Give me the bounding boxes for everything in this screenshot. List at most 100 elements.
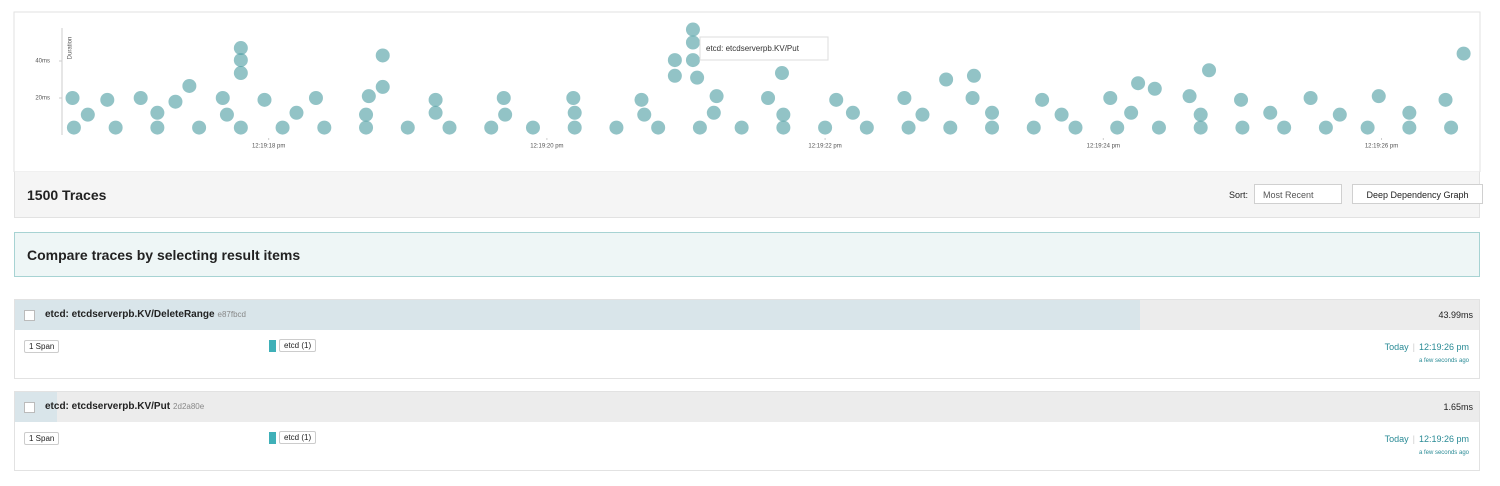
trace-point[interactable] [1193,107,1208,122]
checkbox[interactable] [24,402,35,413]
trace-point[interactable] [667,68,682,83]
trace-point[interactable] [1202,63,1217,78]
trace-point[interactable] [66,120,81,135]
trace-point[interactable] [233,53,248,68]
trace-point[interactable] [985,105,1000,120]
trace-point[interactable] [1371,89,1386,104]
trace-point[interactable] [829,92,844,107]
trace-point[interactable] [275,120,290,135]
trace-point[interactable] [985,120,1000,135]
trace-point[interactable] [1151,120,1166,135]
trace-point[interactable] [1402,105,1417,120]
trace-point[interactable] [80,107,95,122]
trace-point[interactable] [1124,105,1139,120]
trace-point[interactable] [428,105,443,120]
trace-point[interactable] [1235,120,1250,135]
trace-point[interactable] [359,107,374,122]
trace-point[interactable] [706,105,721,120]
trace-point[interactable] [774,66,789,81]
trace-point[interactable] [65,91,80,105]
trace-point[interactable] [845,105,860,120]
trace-point[interactable] [192,120,207,135]
trace-point[interactable] [317,120,332,135]
trace-point[interactable] [215,91,230,105]
trace-point[interactable] [100,92,115,107]
trace-point[interactable] [1054,107,1069,122]
trace-point[interactable] [609,120,624,135]
trace-title[interactable]: etcd: etcdserverpb.KV/DeleteRange e87fbcd [45,309,246,320]
checkbox[interactable] [24,310,35,321]
trace-point[interactable] [361,89,376,104]
trace-point[interactable] [1035,92,1050,107]
trace-point[interactable] [150,105,165,120]
trace-point[interactable] [359,120,374,135]
trace-point[interactable] [1277,120,1292,135]
trace-point[interactable] [776,107,791,122]
trace-point[interactable] [442,120,457,135]
trace-point[interactable] [761,91,776,105]
trace-point[interactable] [498,107,513,122]
trace-point[interactable] [496,91,511,105]
trace-point[interactable] [690,70,705,85]
trace-point[interactable] [1303,91,1318,105]
trace-point[interactable] [219,107,234,122]
trace-point[interactable] [776,120,791,135]
trace-point[interactable] [233,66,248,81]
trace-point[interactable] [1402,120,1417,135]
trace-point[interactable] [1068,120,1083,135]
trace-point[interactable] [1332,107,1347,122]
trace-point[interactable] [1103,91,1118,105]
trace-item[interactable]: etcd: etcdserverpb.KV/DeleteRange e87fbcd… [14,299,1480,379]
trace-point[interactable] [1193,120,1208,135]
trace-point[interactable] [1182,89,1197,104]
trace-point[interactable] [637,107,652,122]
trace-point[interactable] [233,120,248,135]
trace-point[interactable] [915,107,930,122]
trace-point[interactable] [859,120,874,135]
trace-point[interactable] [939,72,954,87]
trace-point[interactable] [150,120,165,135]
trace-point[interactable] [692,120,707,135]
trace-point[interactable] [182,78,197,93]
trace-point[interactable] [1438,92,1453,107]
trace-point[interactable] [108,120,123,135]
trace-point[interactable] [428,92,443,107]
trace-point[interactable] [1444,120,1459,135]
trace-point[interactable] [1026,120,1041,135]
trace-point[interactable] [1110,120,1125,135]
trace-point[interactable] [133,91,148,105]
trace-point[interactable] [634,92,649,107]
trace-point[interactable] [1456,46,1471,61]
trace-point[interactable] [966,68,981,83]
trace-point[interactable] [308,91,323,105]
ddg-button[interactable]: Deep Dependency Graph [1352,184,1483,204]
trace-point[interactable] [965,91,980,105]
trace-point[interactable] [567,120,582,135]
trace-point[interactable] [168,94,183,109]
trace-point[interactable] [525,120,540,135]
trace-point[interactable] [567,105,582,120]
trace-point[interactable] [1131,76,1146,91]
trace-point[interactable] [566,91,581,105]
trace-point[interactable] [734,120,749,135]
trace-point[interactable] [685,22,700,37]
sort-select[interactable]: Most Recent [1254,184,1342,204]
trace-point[interactable] [1318,120,1333,135]
trace-point[interactable] [1360,120,1375,135]
trace-point[interactable] [685,35,700,50]
trace-point[interactable] [484,120,499,135]
trace-point[interactable] [651,120,666,135]
trace-point[interactable] [818,120,833,135]
trace-point[interactable] [667,53,682,68]
trace-point[interactable] [289,105,304,120]
trace-point[interactable] [375,48,390,63]
trace-point[interactable] [709,89,724,104]
trace-point[interactable] [400,120,415,135]
trace-point[interactable] [1263,105,1278,120]
trace-point[interactable] [685,53,700,68]
trace-point[interactable] [943,120,958,135]
trace-point[interactable] [1147,81,1162,96]
trace-point[interactable] [901,120,916,135]
trace-point[interactable] [375,79,390,94]
trace-title[interactable]: etcd: etcdserverpb.KV/Put 2d2a80e [45,401,204,412]
